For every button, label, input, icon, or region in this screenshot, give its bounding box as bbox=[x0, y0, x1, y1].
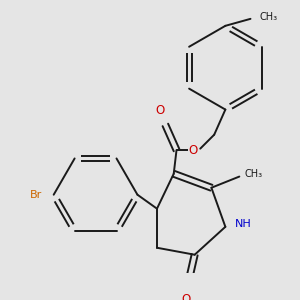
Text: O: O bbox=[155, 104, 164, 118]
Text: O: O bbox=[182, 293, 191, 300]
Text: CH₃: CH₃ bbox=[244, 169, 262, 179]
Text: Br: Br bbox=[29, 190, 42, 200]
Text: NH: NH bbox=[235, 219, 252, 229]
Text: O: O bbox=[189, 143, 198, 157]
Text: CH₃: CH₃ bbox=[260, 12, 278, 22]
